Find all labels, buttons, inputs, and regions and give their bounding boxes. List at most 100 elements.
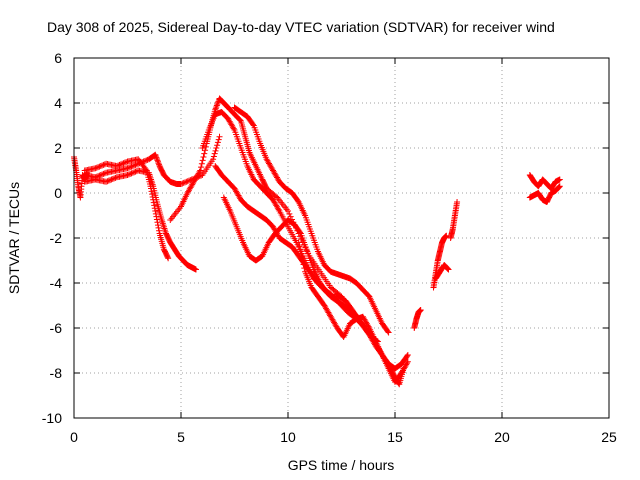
data-point bbox=[152, 208, 159, 214]
data-point bbox=[287, 213, 294, 220]
data-point bbox=[119, 160, 126, 167]
data-point bbox=[142, 166, 149, 173]
data-point bbox=[298, 254, 305, 261]
data-point bbox=[154, 222, 161, 229]
data-point bbox=[556, 176, 563, 183]
data-point bbox=[125, 164, 132, 171]
data-point bbox=[124, 172, 131, 178]
data-point bbox=[298, 250, 305, 257]
data-point bbox=[178, 181, 184, 187]
data-point bbox=[404, 358, 411, 365]
data-point bbox=[179, 180, 186, 187]
data-point bbox=[214, 101, 221, 108]
data-point bbox=[132, 168, 139, 175]
data-point bbox=[148, 188, 155, 195]
y-tick-label: 6 bbox=[54, 50, 62, 66]
data-point bbox=[154, 219, 161, 226]
data-point bbox=[164, 254, 171, 261]
data-point bbox=[213, 145, 220, 151]
data-point bbox=[150, 196, 157, 203]
data-point bbox=[165, 255, 172, 262]
data-point bbox=[198, 160, 205, 167]
data-point bbox=[121, 159, 128, 166]
data-point bbox=[99, 171, 106, 178]
y-tick-label: -6 bbox=[50, 320, 63, 336]
data-point bbox=[237, 117, 244, 124]
data-point bbox=[215, 136, 222, 143]
data-point bbox=[156, 227, 163, 234]
data-point bbox=[124, 165, 131, 172]
data-point bbox=[417, 307, 424, 313]
data-point bbox=[101, 170, 108, 177]
data-point bbox=[214, 99, 221, 106]
data-point bbox=[128, 170, 135, 177]
data-point bbox=[202, 143, 209, 150]
data-point bbox=[301, 265, 308, 272]
data-point bbox=[105, 177, 112, 184]
data-point bbox=[149, 193, 156, 200]
data-point bbox=[201, 150, 208, 157]
data-point bbox=[200, 154, 207, 160]
data-point bbox=[104, 178, 111, 185]
y-tick-label: -10 bbox=[42, 410, 62, 426]
data-point bbox=[151, 205, 158, 212]
data-point bbox=[300, 261, 307, 268]
data-point bbox=[129, 169, 136, 176]
x-tick-label: 25 bbox=[601, 429, 617, 445]
data-point bbox=[395, 380, 402, 387]
data-point bbox=[152, 153, 159, 160]
data-point bbox=[152, 151, 159, 158]
x-tick-label: 0 bbox=[70, 429, 78, 445]
y-tick-label: 0 bbox=[54, 185, 62, 201]
data-point bbox=[152, 210, 159, 217]
data-point bbox=[92, 165, 99, 172]
data-point bbox=[444, 265, 451, 272]
data-point bbox=[103, 178, 110, 185]
data-point bbox=[156, 161, 163, 168]
data-point bbox=[155, 224, 162, 231]
data-point bbox=[210, 156, 217, 163]
data-point bbox=[141, 157, 148, 164]
data-point bbox=[153, 216, 160, 223]
y-tick-labels: -10 -8 -6 -4 -2 0 2 4 6 bbox=[42, 50, 62, 426]
grid bbox=[74, 58, 609, 418]
data-point bbox=[454, 199, 461, 205]
y-tick-label: -8 bbox=[50, 365, 63, 381]
data-point bbox=[285, 208, 291, 214]
x-tick-labels: 0 5 10 15 20 25 bbox=[70, 429, 617, 445]
data-point bbox=[127, 170, 134, 177]
data-point bbox=[155, 160, 162, 167]
y-axis-label: SDTVAR / TECUs bbox=[6, 182, 22, 294]
data-point bbox=[186, 177, 193, 184]
data-point bbox=[116, 161, 123, 168]
data-point bbox=[272, 193, 279, 200]
data-point bbox=[97, 172, 104, 178]
data-point bbox=[109, 175, 116, 182]
data-point bbox=[184, 178, 191, 185]
data-point bbox=[132, 161, 139, 168]
data-point bbox=[555, 184, 562, 191]
data-point bbox=[153, 154, 160, 161]
data-point bbox=[214, 142, 221, 149]
data-points bbox=[71, 95, 563, 388]
data-point bbox=[214, 139, 221, 146]
data-point bbox=[183, 178, 190, 185]
data-point bbox=[199, 157, 206, 164]
data-point bbox=[180, 179, 187, 186]
data-point bbox=[297, 246, 304, 253]
y-tick-label: -4 bbox=[50, 275, 63, 291]
data-point bbox=[404, 353, 411, 360]
x-tick-label: 20 bbox=[494, 429, 510, 445]
data-point bbox=[113, 163, 120, 169]
plot-frame bbox=[73, 57, 610, 419]
data-point bbox=[210, 153, 217, 160]
data-point bbox=[131, 169, 138, 176]
data-point bbox=[148, 185, 155, 192]
data-point bbox=[97, 163, 104, 169]
data-point bbox=[131, 162, 138, 169]
data-point bbox=[404, 352, 411, 358]
data-point bbox=[444, 265, 451, 272]
data-point bbox=[249, 121, 256, 128]
data-point bbox=[556, 183, 563, 190]
data-point bbox=[149, 191, 156, 198]
